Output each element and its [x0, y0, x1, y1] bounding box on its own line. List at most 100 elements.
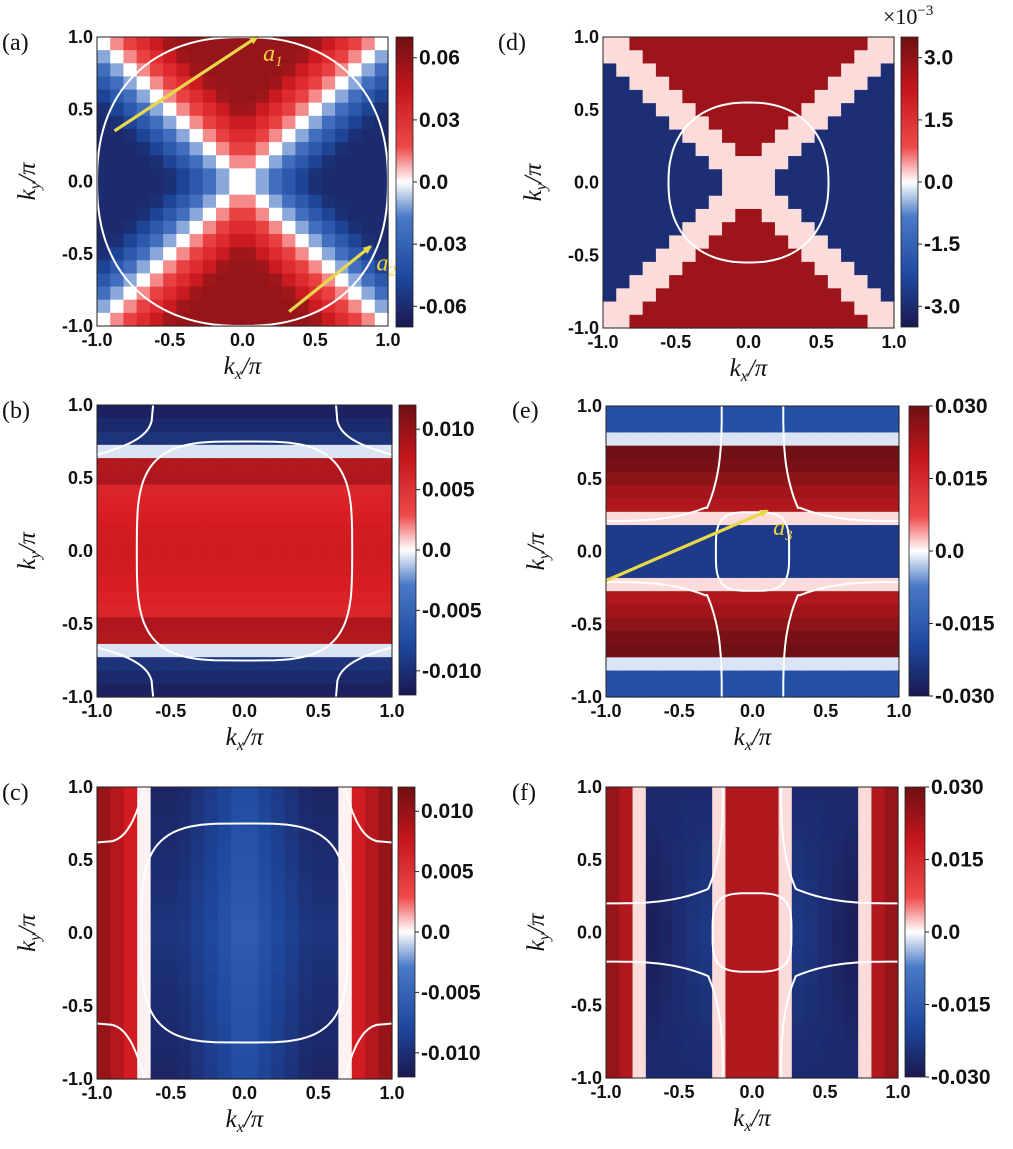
heatmap-cell [659, 564, 674, 579]
heatmap-cell [202, 102, 217, 117]
heatmap-cell [752, 879, 766, 894]
heatmap-cell [655, 261, 670, 276]
heatmap-cell [338, 826, 353, 841]
heatmap-cell [229, 63, 244, 78]
heatmap-cell [324, 826, 339, 841]
heatmap-cell [217, 853, 232, 868]
heatmap-cell [779, 577, 794, 592]
heatmap-cell [685, 406, 700, 420]
heatmap-cell [735, 89, 750, 104]
heatmap-cell [110, 168, 125, 183]
heatmap-cell [284, 511, 299, 526]
heatmap-cell [324, 813, 339, 828]
heatmap-cell [632, 787, 647, 801]
heatmap-cell [672, 800, 687, 815]
heatmap-cell [308, 128, 323, 143]
y-tick-label: -1.0 [571, 1068, 602, 1088]
heatmap-cell [204, 999, 219, 1014]
heatmap-cell [632, 498, 647, 513]
heatmap-cell [231, 577, 246, 592]
panel-d: -1.0 -0.5 0.0 0.5 1.0-1.0-0.50.00.51.0kx/πky… [498, 3, 961, 385]
heatmap-cell [606, 683, 620, 698]
heatmap-cell [885, 644, 900, 658]
heatmap-cell [176, 155, 191, 169]
heatmap-cell [884, 932, 899, 947]
heatmap-cell [606, 985, 620, 1000]
heatmap-cell [814, 156, 829, 170]
y-tick-label: -0.5 [62, 996, 93, 1016]
heatmap-cell [97, 670, 112, 685]
heatmap-cell [739, 670, 754, 685]
heatmap-cell [229, 260, 244, 275]
heatmap-cell [150, 484, 165, 499]
heatmap-cell [699, 564, 714, 579]
heatmap-cell [229, 312, 244, 327]
heatmap-cell [752, 644, 767, 658]
y-tick-label: 0.5 [68, 850, 93, 870]
heatmap-cell [778, 972, 793, 987]
heatmap-cell [308, 247, 323, 261]
heatmap-cell [682, 288, 697, 303]
heatmap-cell [110, 444, 125, 459]
heatmap-cell [378, 630, 393, 645]
heatmap-cell [137, 497, 152, 512]
heatmap-cell [819, 617, 834, 632]
heatmap-cell [805, 657, 820, 672]
heatmap-cell [632, 853, 647, 867]
heatmap-cell [163, 50, 177, 64]
heatmap-cell [190, 630, 205, 645]
heatmap-cell [672, 826, 687, 841]
heatmap-cell [271, 524, 286, 539]
heatmap-cell [255, 37, 270, 51]
heatmap-cell [190, 484, 205, 499]
heatmap-cell [818, 800, 833, 815]
heatmap-cell [284, 670, 299, 685]
heatmap-cell [164, 800, 179, 815]
heatmap-cell [311, 946, 326, 961]
heatmap-cell [792, 670, 807, 685]
heatmap-cell [284, 853, 299, 868]
heatmap-cell [298, 906, 313, 921]
heatmap-cell [818, 919, 833, 934]
colorbar-tick-label: 0.0 [422, 539, 451, 562]
heatmap-cell [176, 128, 191, 143]
heatmap-cell [298, 564, 313, 579]
heatmap-cell [854, 156, 869, 170]
y-tick-label: 1.0 [577, 777, 602, 797]
heatmap-cell [708, 235, 723, 250]
heatmap-cell [645, 498, 660, 513]
heatmap-cell [311, 657, 326, 672]
heatmap-cell [150, 800, 165, 815]
heatmap-cell [176, 168, 191, 183]
colorbar-tick-label: -0.010 [421, 1042, 481, 1065]
heatmap-cell [311, 1052, 326, 1067]
heatmap-cell [123, 590, 138, 605]
heatmap-cell [202, 128, 217, 143]
heatmap-cell [365, 524, 380, 539]
heatmap-cell [271, 617, 286, 632]
heatmap-cell [619, 972, 634, 987]
heatmap-cell [827, 182, 842, 197]
heatmap-cell [698, 1011, 713, 1026]
heatmap-cell [298, 458, 313, 472]
heatmap-cell [324, 946, 339, 961]
heatmap-cell [361, 50, 376, 64]
heatmap-cell [880, 116, 895, 131]
heatmap-cell [268, 260, 283, 275]
heatmap-cell [672, 1011, 687, 1026]
heatmap-cell [765, 498, 780, 513]
heatmap-cell [880, 261, 895, 276]
heatmap-cell [110, 220, 125, 235]
heatmap-cell [827, 208, 842, 223]
heatmap-cell [190, 800, 205, 815]
heatmap-cell [242, 234, 257, 248]
heatmap-cell [619, 800, 634, 815]
heatmap-cell [739, 577, 754, 592]
heatmap-cell [603, 37, 617, 51]
heatmap-cell [884, 839, 899, 854]
heatmap-cell [351, 524, 366, 539]
heatmap-cell [765, 591, 780, 606]
heatmap-cell [338, 577, 353, 592]
heatmap-cell [231, 617, 246, 632]
heatmap-cell [204, 511, 219, 526]
